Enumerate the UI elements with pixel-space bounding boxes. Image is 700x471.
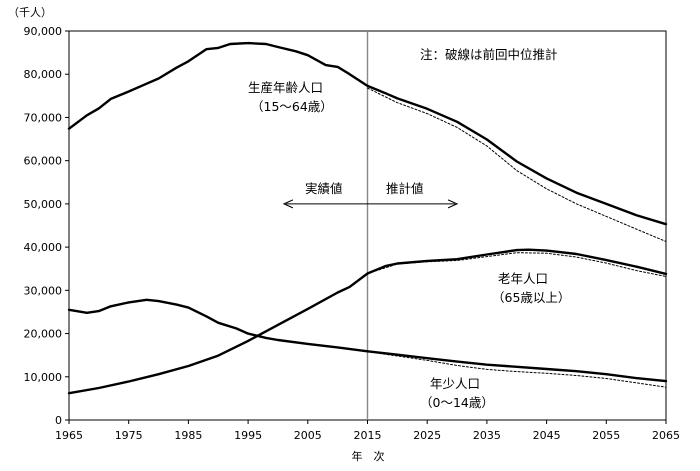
x-tick-label: 2005: [294, 429, 322, 442]
x-tick-label: 1975: [115, 429, 143, 442]
working-age-label: 生産年齢人口: [248, 80, 323, 95]
series-line: [67, 298, 668, 383]
working-age-range-label: （15～64歳）: [251, 99, 333, 114]
period-arrow-right-head: [447, 199, 459, 209]
y-tick-label: 90,000: [24, 25, 63, 38]
x-axis-title: 年 次: [352, 449, 385, 463]
series-line: [67, 41, 668, 226]
x-tick-label: 1985: [174, 429, 202, 442]
y-tick-label: 60,000: [24, 155, 63, 168]
x-tick-label: 1995: [234, 429, 262, 442]
x-tick-label: 1965: [55, 429, 83, 442]
projected-period-label: 推計値: [386, 181, 424, 196]
youth-range-label: （0～14歳）: [420, 395, 494, 410]
y-tick-label: 10,000: [24, 371, 63, 384]
unit-label: （千人）: [8, 6, 52, 19]
y-tick-label: 50,000: [24, 198, 63, 211]
actual-period-label: 実績値: [305, 181, 343, 196]
label-layer: （千人） 注：破線は前回中位推計 実績値 推計値 生産年齢人口 （15～64歳）…: [8, 6, 570, 463]
series-line-previous-projection: [367, 351, 667, 388]
y-tick-label: 80,000: [24, 68, 63, 81]
y-tick-label: 0: [55, 414, 62, 427]
series-line: [67, 248, 668, 395]
series-line-previous-projection: [367, 87, 667, 242]
series-layer: [67, 41, 668, 395]
y-tick-label: 40,000: [24, 241, 63, 254]
elderly-range-label: （65歳以上）: [492, 290, 570, 305]
series-line-previous-projection: [367, 252, 667, 277]
elderly-label: 老年人口: [498, 271, 548, 286]
y-tick-label: 70,000: [24, 111, 63, 124]
x-tick-label: 2025: [413, 429, 441, 442]
period-arrow-left-head: [282, 199, 294, 209]
youth-label: 年少人口: [430, 376, 480, 391]
x-tick-label: 2015: [354, 429, 382, 442]
x-tick-label: 2065: [652, 429, 680, 442]
axis-layer: 0 10,000 20,000 30,000 40,000 50,000 60,000 70,…: [24, 25, 681, 442]
y-tick-label: 30,000: [24, 284, 63, 297]
note-text: 注：破線は前回中位推計: [420, 47, 558, 62]
x-tick-label: 2055: [592, 429, 620, 442]
x-tick-label: 2045: [533, 429, 561, 442]
x-tick-label: 2035: [473, 429, 501, 442]
y-tick-label: 20,000: [24, 328, 63, 341]
